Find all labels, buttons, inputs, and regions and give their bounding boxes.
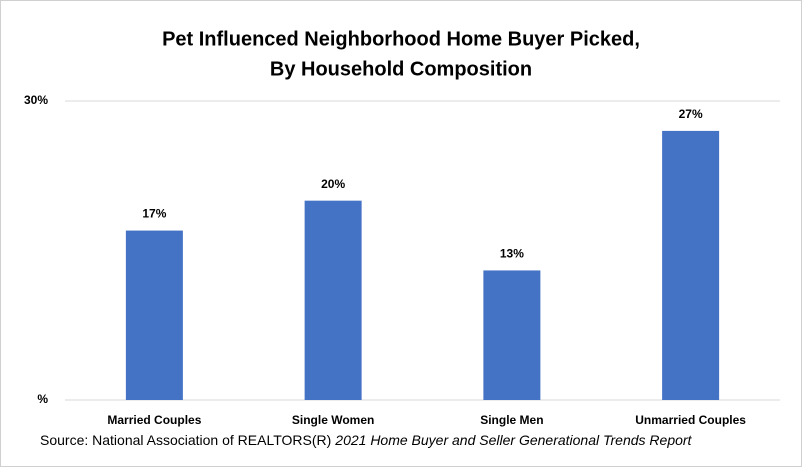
x-tick-label: Single Women	[292, 413, 374, 427]
source-report: 2021 Home Buyer and Seller Generational …	[334, 432, 692, 448]
chart-title: By Household Composition	[270, 58, 532, 80]
bar	[662, 130, 720, 400]
bar	[125, 230, 183, 400]
value-label: 17%	[142, 207, 166, 221]
value-label: 27%	[679, 107, 703, 121]
x-tick-label: Unmarried Couples	[635, 413, 746, 427]
value-label: 13%	[500, 247, 524, 261]
y-tick-label: %	[37, 392, 48, 406]
y-tick-label: 30%	[24, 93, 48, 107]
value-label: 20%	[321, 177, 345, 191]
x-tick-label: Single Men	[480, 413, 543, 427]
source: Source: National Association of REALTORS…	[40, 432, 331, 448]
x-tick-label: Married Couples	[107, 413, 201, 427]
source-note: Source: National Association of REALTORS…	[40, 432, 693, 448]
chart-title: Pet Influenced Neighborhood Home Buyer P…	[162, 28, 640, 50]
bar	[304, 200, 362, 400]
bar	[483, 270, 541, 400]
